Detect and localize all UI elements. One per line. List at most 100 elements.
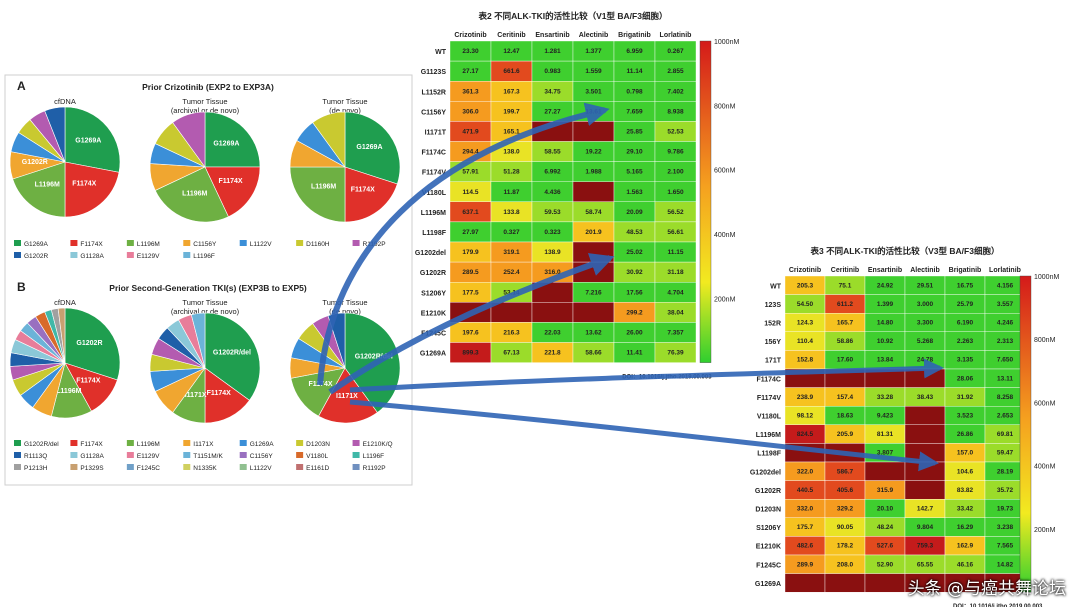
heatmap-cell-value: 58.74 bbox=[585, 209, 602, 216]
heatmap-cell-value: 28.06 bbox=[957, 375, 974, 382]
heatmap-row-label: G1269A bbox=[420, 351, 446, 358]
heatmap-cell-value: 59.53 bbox=[544, 209, 561, 216]
heatmap-cell-value: 7.216 bbox=[585, 289, 602, 296]
heatmap-cell-value: 48.24 bbox=[877, 524, 894, 531]
heatmap-cell bbox=[654, 342, 697, 363]
heatmap-cell-value: 7.565 bbox=[997, 543, 1014, 550]
pie-column-title: Tumor Tissue bbox=[322, 97, 367, 106]
pie-slice bbox=[44, 106, 66, 163]
legend-label: E1129V bbox=[137, 253, 160, 260]
heatmap-cell-value: 83.82 bbox=[957, 487, 974, 494]
pie-label: F1174X bbox=[218, 178, 242, 185]
heatmap-cell-value: 471.9 bbox=[462, 128, 479, 135]
heatmap-cell-value: 7.650 bbox=[997, 357, 1014, 364]
heatmap-cell-value: 178.2 bbox=[837, 543, 854, 550]
pie-slice bbox=[204, 367, 250, 424]
colorbar-tick: 800nM bbox=[714, 103, 736, 110]
heatmap-row-label: F1174V bbox=[757, 395, 781, 402]
heatmap-row-label: G1202R bbox=[755, 488, 781, 495]
pie-column-title: (archival or de novo) bbox=[171, 106, 240, 115]
legend-label: R1113Q bbox=[24, 453, 47, 460]
heatmap-row-label: V1180L bbox=[757, 414, 782, 421]
heatmap-cell-value: 58.66 bbox=[585, 350, 602, 357]
heatmap-cell-value: 46.16 bbox=[957, 561, 974, 568]
heatmap-row-label: WT bbox=[435, 49, 447, 56]
pie-column-title: (archival or de novo) bbox=[171, 307, 240, 316]
heatmap-cell-value: 0.267 bbox=[667, 48, 684, 55]
legend-swatch bbox=[239, 464, 247, 470]
pie-slice bbox=[190, 312, 206, 369]
heatmap-cell-value: 205.3 bbox=[797, 282, 814, 289]
heatmap-cell bbox=[904, 424, 946, 444]
heatmap-cell-value: 175.7 bbox=[797, 524, 814, 531]
heatmap-cell-value: 759.3 bbox=[917, 543, 934, 550]
heatmap-cell-value: 208.0 bbox=[837, 561, 854, 568]
heatmap-cell-value: 133.8 bbox=[503, 209, 520, 216]
heatmap-cell-value: 1.399 bbox=[877, 301, 894, 308]
annotation-arrows bbox=[317, 102, 944, 472]
heatmap-cell-value: 54.50 bbox=[797, 301, 814, 308]
heatmap-cell-value: 56.61 bbox=[667, 229, 684, 236]
heatmap-cell bbox=[531, 302, 574, 323]
legend-swatch bbox=[14, 440, 21, 446]
heatmap-cell-value: 440.5 bbox=[797, 487, 814, 494]
heatmap-cell-value: 90.05 bbox=[837, 524, 854, 531]
pie-label: F1174X bbox=[72, 180, 96, 187]
pie-slice bbox=[204, 312, 261, 401]
pie-chart: G1269A F1174X L1196M G1202R bbox=[9, 106, 121, 218]
heatmap-cell-value: 299.2 bbox=[626, 309, 643, 316]
heatmap-doi: DOI：10.1016/j.jtho.2019.00.003 bbox=[953, 603, 1043, 607]
pie-slice bbox=[344, 166, 398, 223]
heatmap-cell-value: 3.523 bbox=[957, 413, 974, 420]
heatmap-cell-value: 26.86 bbox=[957, 431, 974, 438]
pie-label: F1174X bbox=[351, 186, 375, 193]
heatmap-cell-value: 405.6 bbox=[837, 487, 854, 494]
heatmap-cell bbox=[572, 302, 615, 323]
legend-swatch bbox=[14, 464, 21, 470]
pie-label: G1269A bbox=[75, 138, 101, 145]
heatmap-cell-value: 3.807 bbox=[877, 450, 894, 457]
legend-swatch bbox=[70, 440, 78, 446]
heatmap-cell-value: 2.263 bbox=[957, 338, 974, 345]
legend-swatch bbox=[183, 464, 191, 470]
heatmap-cell-value: 7.402 bbox=[667, 88, 684, 95]
heatmap-cell-value: 31.92 bbox=[957, 394, 974, 401]
panel-letter: A bbox=[17, 79, 26, 93]
heatmap-cell-value: 124.3 bbox=[797, 320, 814, 327]
heatmap-cell-value: 611.2 bbox=[837, 301, 853, 308]
pie-label: G1269A bbox=[213, 141, 239, 148]
legend-swatch bbox=[296, 440, 304, 446]
legend-label: I1171X bbox=[193, 441, 214, 448]
pie-slice bbox=[64, 106, 121, 173]
heatmap-cell-value: 16.29 bbox=[957, 524, 974, 531]
heatmap-cell-value: 221.8 bbox=[544, 350, 561, 357]
heatmap-title: 表3 不同ALK-TKI的活性比较（V3型 BA/F3细胞） bbox=[810, 246, 1000, 256]
heatmap-title: 表2 不同ALK-TKI的活性比较（V1型 BA/F3细胞） bbox=[478, 11, 668, 21]
heatmap-cell-value: 38.43 bbox=[917, 394, 934, 401]
legend-swatch bbox=[183, 240, 191, 246]
legend-swatch bbox=[352, 464, 360, 470]
legend-label: G1269A bbox=[250, 441, 275, 448]
pie-label: F1174X bbox=[76, 377, 100, 384]
legend-swatch bbox=[126, 452, 134, 458]
arrow-to-table3-bottom bbox=[349, 399, 939, 472]
heatmap-cell-value: 361.3 bbox=[462, 88, 479, 95]
footer-watermark: 头条 @与癌共舞论坛 bbox=[907, 579, 1066, 599]
pie-label: G1202R bbox=[22, 159, 48, 166]
legend-label: P1213H bbox=[24, 465, 48, 472]
heatmap-cell-value: 4.704 bbox=[667, 289, 684, 296]
heatmap-row-label: G1269A bbox=[755, 581, 781, 588]
heatmap-cell-value: 14.80 bbox=[877, 320, 894, 327]
pie-column-title: cfDNA bbox=[54, 97, 76, 106]
heatmap-row-label: L1196M bbox=[756, 432, 781, 439]
pie-label: L1196M bbox=[311, 183, 336, 190]
heatmap-cell bbox=[904, 368, 946, 388]
pie-slice bbox=[289, 166, 346, 223]
heatmap-cell-value: 20.09 bbox=[626, 209, 643, 216]
heatmap-row-label: I1171T bbox=[425, 129, 447, 136]
heatmap-cell bbox=[824, 573, 866, 593]
legend-swatch bbox=[239, 240, 247, 246]
heatmap-column-label: Brigatinib bbox=[618, 32, 651, 39]
heatmap-cell-value: 12.47 bbox=[503, 48, 520, 55]
pie-label: G1269A bbox=[356, 144, 382, 151]
